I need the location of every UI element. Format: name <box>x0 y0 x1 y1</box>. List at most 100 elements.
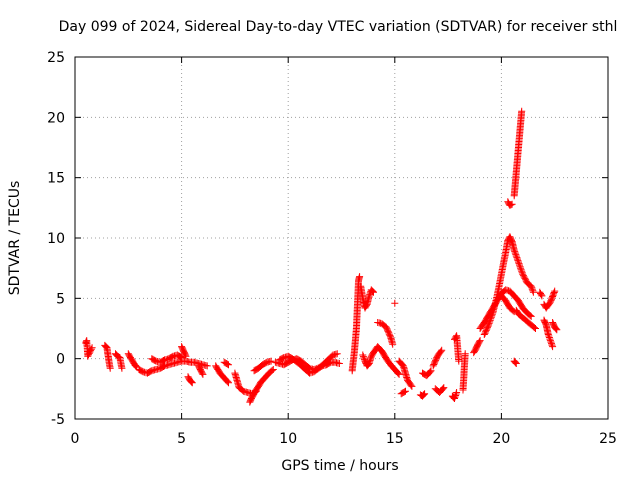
data-point <box>439 385 447 393</box>
data-point <box>356 273 364 281</box>
data-point <box>518 107 526 115</box>
data-points <box>82 107 561 406</box>
x-tick-label: 0 <box>71 431 80 447</box>
data-point <box>529 287 537 295</box>
data-point <box>508 200 516 208</box>
data-point <box>487 315 495 323</box>
data-point <box>408 382 416 390</box>
data-point <box>118 364 126 372</box>
data-point <box>475 338 483 346</box>
grid-lines <box>75 57 608 419</box>
data-point <box>106 364 114 372</box>
data-point <box>359 351 367 359</box>
x-tick-label: 10 <box>279 431 297 447</box>
data-point <box>437 347 445 355</box>
data-point <box>407 381 415 389</box>
data-point <box>461 350 469 358</box>
data-point <box>530 324 538 332</box>
data-point <box>529 288 537 296</box>
data-point <box>507 201 515 209</box>
x-tick-label: 25 <box>599 431 617 447</box>
data-point <box>527 312 535 320</box>
x-axis-label: GPS time / hours <box>281 458 398 474</box>
data-point <box>455 357 463 365</box>
data-point <box>182 352 190 360</box>
data-point <box>369 288 377 295</box>
data-point <box>102 342 110 350</box>
data-point <box>426 368 434 376</box>
data-point <box>546 337 554 345</box>
x-tick-label: 20 <box>492 431 510 447</box>
chart-title: Day 099 of 2024, Sidereal Day-to-day VTE… <box>59 19 618 35</box>
data-point <box>512 360 520 367</box>
y-tick-label: 25 <box>47 50 65 66</box>
data-point <box>476 337 484 345</box>
data-point <box>485 319 493 327</box>
data-point <box>440 384 448 392</box>
data-point <box>188 378 195 386</box>
y-tick-label: 5 <box>56 291 65 307</box>
data-point <box>451 393 459 401</box>
data-point <box>187 377 195 385</box>
data-point <box>366 290 374 298</box>
data-point <box>400 388 408 396</box>
data-point <box>391 299 399 307</box>
data-point <box>517 266 525 274</box>
data-point <box>419 391 427 399</box>
data-point <box>394 369 402 377</box>
y-tick-label: 15 <box>47 171 65 187</box>
data-point <box>225 361 232 369</box>
data-point <box>224 378 232 386</box>
y-tick-label: -5 <box>51 412 65 428</box>
y-axis-label: SDTVAR / TECUs <box>7 181 23 296</box>
data-point <box>512 359 520 367</box>
data-point <box>132 362 140 370</box>
data-point <box>368 287 376 295</box>
data-point <box>370 288 377 296</box>
data-point <box>421 390 429 398</box>
y-tick-label: 20 <box>47 110 65 126</box>
data-point <box>84 352 92 360</box>
data-point <box>553 326 561 334</box>
data-point <box>268 366 276 374</box>
data-point <box>131 362 139 369</box>
data-point <box>333 350 341 358</box>
data-point <box>526 312 534 319</box>
x-tick-label: 15 <box>386 431 404 447</box>
data-point <box>395 370 403 378</box>
data-point <box>223 360 231 368</box>
data-point <box>178 354 186 361</box>
data-point <box>488 310 496 318</box>
data-point <box>87 345 95 353</box>
data-point <box>552 325 560 333</box>
data-point <box>364 361 372 369</box>
data-point <box>549 343 557 351</box>
data-point <box>225 379 232 387</box>
data-point <box>269 366 277 373</box>
data-point <box>548 341 556 349</box>
data-point <box>516 261 523 269</box>
data-point <box>203 362 211 370</box>
data-point <box>389 340 397 348</box>
data-point <box>420 391 428 398</box>
data-point <box>551 324 559 332</box>
data-point <box>511 358 519 366</box>
data-point <box>177 353 184 361</box>
data-point <box>438 346 446 354</box>
data-point <box>335 360 343 367</box>
data-point <box>427 367 435 375</box>
data-point <box>537 291 545 299</box>
data-point <box>538 292 546 300</box>
axis-ticks: 0 5 10 15 20 25 -5 0 5 10 15 20 25 <box>47 50 617 447</box>
data-point <box>484 322 492 330</box>
data-point <box>198 369 206 377</box>
x-tick-label: 5 <box>177 431 186 447</box>
data-point <box>512 252 520 260</box>
y-tick-label: 0 <box>56 352 65 368</box>
data-point <box>88 344 96 352</box>
data-point <box>551 287 559 295</box>
data-point <box>188 379 196 387</box>
data-point <box>545 332 553 340</box>
data-point <box>532 325 539 332</box>
